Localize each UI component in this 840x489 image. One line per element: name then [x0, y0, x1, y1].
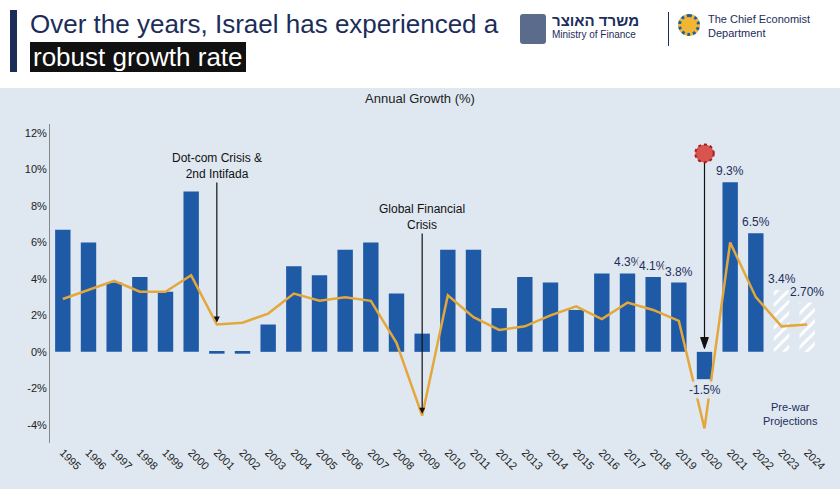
svg-text:4%: 4% [31, 273, 47, 285]
html-text:משרד האוצר: משרד האוצר [552, 12, 639, 29]
svg-text:2023: 2023 [776, 446, 802, 472]
svg-text:2010: 2010 [443, 446, 469, 472]
svg-text:1999: 1999 [160, 446, 186, 472]
svg-text:2022: 2022 [751, 446, 777, 472]
svg-text:Pre-warProjections: Pre-warProjections [763, 401, 818, 427]
svg-text:4.1%: 4.1% [639, 259, 667, 273]
svg-text:6.5%: 6.5% [742, 215, 770, 229]
svg-text:-1.5%: -1.5% [689, 383, 721, 397]
svg-text:9.3%: 9.3% [716, 164, 744, 178]
svg-text:2004: 2004 [289, 446, 315, 472]
svg-text:2011: 2011 [468, 446, 493, 471]
svg-text:2005: 2005 [314, 446, 340, 472]
svg-text:2014: 2014 [545, 446, 571, 472]
svg-text:2007: 2007 [366, 446, 392, 472]
svg-text:2024: 2024 [802, 446, 828, 472]
svg-text:0%: 0% [31, 346, 47, 358]
svg-text:2%: 2% [31, 309, 47, 321]
svg-text:1995: 1995 [58, 446, 84, 472]
svg-text:2018: 2018 [648, 446, 674, 472]
svg-text:Annual Growth (%): Annual Growth (%) [365, 91, 475, 106]
svg-text:2008: 2008 [391, 446, 417, 472]
svg-text:2019: 2019 [674, 446, 700, 472]
svg-text:1996: 1996 [83, 446, 109, 472]
svg-text:2003: 2003 [263, 446, 289, 472]
svg-text:2001: 2001 [212, 446, 238, 472]
svg-text:2006: 2006 [340, 446, 366, 472]
svg-text:-2%: -2% [27, 382, 47, 394]
svg-text:8%: 8% [31, 200, 47, 212]
svg-text:4.3%: 4.3% [614, 255, 642, 269]
svg-text:2012: 2012 [494, 446, 520, 472]
html-text:Ministry of Finance: Ministry of Finance [552, 29, 636, 40]
svg-text:2015: 2015 [571, 446, 597, 472]
svg-text:Dot-com Crisis &2nd Intifada: Dot-com Crisis &2nd Intifada [172, 151, 262, 181]
svg-text:Global FinancialCrisis: Global FinancialCrisis [379, 202, 465, 232]
svg-text:6%: 6% [31, 236, 47, 248]
svg-text:2013: 2013 [520, 446, 546, 472]
svg-text:3.4%: 3.4% [768, 272, 796, 286]
svg-text:2020: 2020 [699, 446, 725, 472]
html-text:Over the years, Israel has exp: Over the years, Israel has experienced a [30, 9, 499, 39]
svg-text:2017: 2017 [622, 446, 648, 472]
svg-text:2021: 2021 [725, 446, 751, 472]
svg-text:10%: 10% [25, 163, 47, 175]
svg-text:-4%: -4% [27, 419, 47, 431]
html-text:robust growth rate: robust growth rate [33, 42, 243, 72]
svg-text:2002: 2002 [237, 446, 263, 472]
svg-text:1998: 1998 [135, 446, 161, 472]
svg-text:1997: 1997 [109, 446, 135, 472]
svg-text:2000: 2000 [186, 446, 212, 472]
svg-text:2016: 2016 [597, 446, 623, 472]
svg-text:3.8%: 3.8% [665, 265, 693, 279]
svg-text:2.70%: 2.70% [790, 285, 824, 299]
html-text:The Chief Economist Department: The Chief Economist Department [708, 13, 811, 39]
svg-text:2009: 2009 [417, 446, 443, 472]
svg-text:12%: 12% [25, 127, 47, 139]
